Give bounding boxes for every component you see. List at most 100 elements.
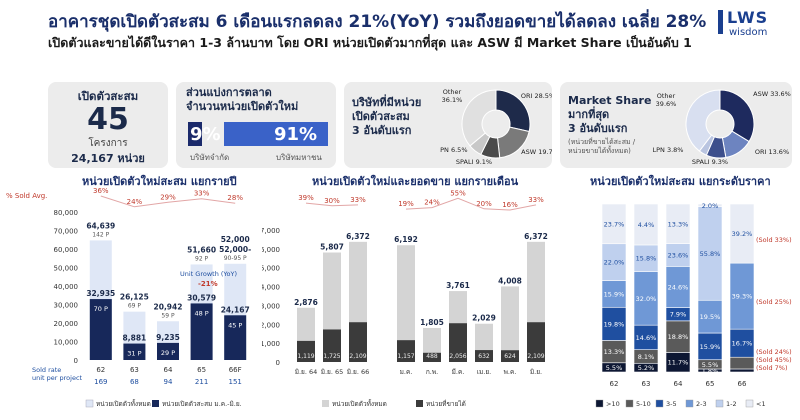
sold-avg-value: 24% bbox=[127, 198, 143, 206]
bar-ytd-projects: 29 P bbox=[161, 349, 175, 357]
top3-launch-heading: บริษัทที่มีหน่วย เปิดตัวสะสม 3 อันดับแรก bbox=[352, 96, 421, 138]
stack-segment bbox=[601, 203, 627, 245]
sold-avg-value: 36% bbox=[93, 187, 109, 195]
x-tick-label: 64 bbox=[164, 366, 173, 374]
bar-ytd-projects: 31 P bbox=[127, 350, 141, 358]
y-tick-label: 1,000 bbox=[262, 340, 280, 348]
bar-total-label: 5,807 bbox=[320, 242, 344, 251]
bar-total-projects: 59 P bbox=[161, 312, 175, 319]
legend-swatch-total bbox=[85, 399, 94, 408]
donut-label: Other bbox=[443, 88, 462, 96]
chart-yearly-title: หน่วยเปิดตัวใหม่สะสม แยกรายปี bbox=[82, 175, 237, 188]
donut-label: LPN 3.8% bbox=[653, 146, 684, 154]
stack-label: 11.7% bbox=[668, 359, 689, 367]
y-tick-label: 60,000 bbox=[54, 246, 79, 254]
bar-total-label: 64,639 bbox=[86, 221, 115, 230]
stack-label: 19.8% bbox=[604, 320, 625, 328]
market-share-note1: (หน่วยที่ขายได้สะสม / bbox=[568, 138, 636, 146]
bar-ytd-projects: 70 P bbox=[94, 305, 108, 313]
bar-sold-label: 488 bbox=[426, 353, 438, 360]
sold-label: (Sold 45%) bbox=[756, 356, 792, 364]
launch-units: 24,167 หน่วย bbox=[71, 152, 145, 165]
launch-label: เปิดตัวสะสม bbox=[77, 89, 139, 103]
donut-label: ORI 13.6% bbox=[755, 148, 789, 156]
donut-market-share: ASW 33.6% ORI 13.6% SPALI 9.3% LPN 3.8% Othe… bbox=[653, 89, 791, 166]
stack-segment bbox=[633, 203, 659, 246]
bar-total-label-extra: 52,000 bbox=[221, 235, 250, 244]
sold-pct-value: 20% bbox=[476, 200, 492, 208]
stack-label: 7.9% bbox=[670, 311, 687, 319]
launch-card: เปิดตัวสะสม 45 โครงการ 24,167 หน่วย bbox=[48, 82, 168, 168]
bar-total-label: 52,000- bbox=[219, 245, 251, 254]
stack-label: 32.0% bbox=[636, 295, 657, 303]
y-tick-label: 2,000 bbox=[262, 321, 280, 329]
bar-total-label: 3,761 bbox=[446, 281, 470, 290]
sold-pct-value: 39% bbox=[298, 194, 314, 202]
legend-label-total: หน่วยเปิดตัวทั้งหมด bbox=[332, 399, 387, 408]
bar-sold bbox=[475, 350, 493, 362]
share-bar-public bbox=[224, 122, 328, 146]
bar-total-label: 1,805 bbox=[420, 318, 444, 327]
bar-total-label: 2,876 bbox=[294, 298, 318, 307]
launch-value: 45 bbox=[87, 102, 129, 137]
x-tick-label: มิ.ย. 64 bbox=[295, 368, 318, 376]
bar-sold-label: 1,725 bbox=[323, 353, 340, 360]
stack-label: 39.3% bbox=[732, 293, 753, 301]
market-share-line1: Market Share bbox=[568, 94, 652, 107]
y-tick-label: 4,000 bbox=[262, 284, 280, 292]
y-tick-label: 3,000 bbox=[262, 302, 280, 310]
sold-pct-line-monthly bbox=[405, 197, 537, 211]
share-heading-1: ส่วนแบ่งการตลาด bbox=[186, 86, 272, 99]
stack-label: 24.6% bbox=[668, 283, 689, 291]
donut-launch: ORI 28.5% ASW 19.7% SPALI 9.1% LPN 6.5% Othe… bbox=[440, 88, 552, 166]
legend-swatch-sold bbox=[416, 400, 423, 407]
logo-sub: wisdom bbox=[729, 27, 768, 38]
stack-label: 2.0% bbox=[702, 202, 719, 210]
legend-label: 3-5 bbox=[666, 400, 677, 408]
bar-sold bbox=[397, 340, 415, 362]
growth-value: -21% bbox=[198, 280, 218, 288]
sold-rate-value: 151 bbox=[229, 378, 242, 386]
bar-total-projects: 69 P bbox=[128, 303, 142, 310]
x-tick-label: 64 bbox=[674, 380, 683, 388]
stack-label: 39.2% bbox=[732, 230, 753, 238]
stack-label: 23.7% bbox=[604, 220, 625, 228]
market-share-note2: หน่วยขายได้ทั้งหมด) bbox=[568, 147, 631, 155]
bar-ytd bbox=[123, 343, 146, 360]
stack-label: 23.6% bbox=[668, 251, 689, 259]
legend-swatch bbox=[715, 399, 724, 408]
top3-launch-card: บริษัทที่มีหน่วย เปิดตัวสะสม 3 อันดับแรก… bbox=[344, 82, 552, 168]
donut-label: ASW 33.6% bbox=[753, 90, 791, 98]
sold-avg-value: 29% bbox=[160, 193, 176, 201]
legend-swatch bbox=[655, 399, 664, 408]
stack-label: 5.5% bbox=[606, 364, 623, 372]
market-share-card: Market Share มากที่สุด 3 อันดับแรก (หน่ว… bbox=[560, 82, 792, 168]
stack-label: 15.9% bbox=[604, 290, 625, 298]
market-share-line2: มากที่สุด bbox=[568, 108, 610, 121]
stack-segment bbox=[697, 299, 723, 334]
stack-label: 18.8% bbox=[668, 333, 689, 341]
stack-segment bbox=[729, 262, 755, 330]
market-share-note: (หน่วยที่ขายได้สะสม / หน่วยขายได้ทั้งหมด… bbox=[568, 138, 635, 156]
x-tick-label: 62 bbox=[96, 366, 105, 374]
sold-avg-label: % Sold Avg. bbox=[6, 192, 47, 200]
bar-total-label: 2,029 bbox=[472, 314, 496, 323]
sold-pct-value: 24% bbox=[424, 199, 440, 207]
launch-projects: โครงการ bbox=[88, 138, 128, 149]
share-bar bbox=[188, 122, 328, 146]
sold-rate-label-2: unit per project bbox=[32, 374, 83, 382]
legend-swatch bbox=[685, 399, 694, 408]
bar-sold-label: 1,157 bbox=[397, 353, 414, 360]
share-card: ส่วนแบ่งการตลาด จำนวนหน่วยเปิดตัวใหม่ 9%… bbox=[176, 82, 336, 168]
donut-slice bbox=[719, 89, 755, 143]
growth-label: Unit Growth (YoY) bbox=[180, 270, 237, 278]
sold-avg-line bbox=[100, 195, 236, 208]
donut-label: SPALI 9.1% bbox=[456, 158, 492, 166]
share-bar-gap bbox=[202, 122, 224, 146]
bar-total-projects: 90-95 P bbox=[224, 255, 247, 262]
bar-total-label: 4,008 bbox=[498, 276, 522, 285]
stack-label: 13.3% bbox=[604, 348, 625, 356]
stack-segment bbox=[601, 280, 627, 308]
sold-rate-value: 169 bbox=[94, 378, 107, 386]
legend-label: 2-3 bbox=[696, 400, 707, 408]
